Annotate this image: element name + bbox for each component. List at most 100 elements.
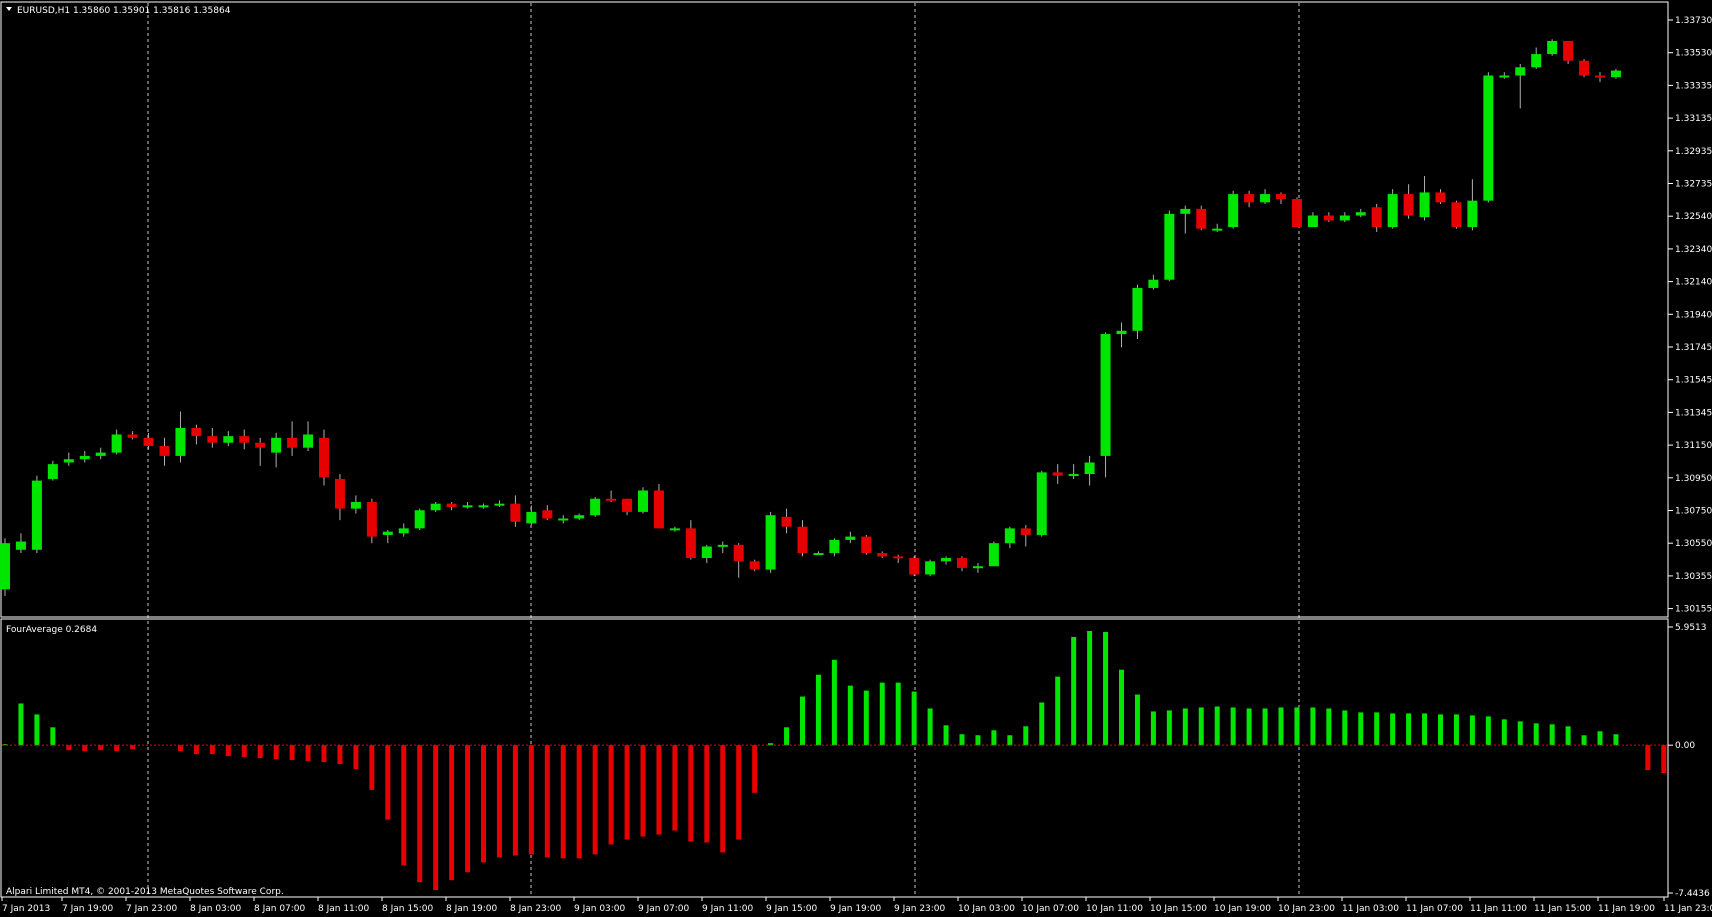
candle-body — [1531, 54, 1542, 68]
histogram-bar — [1039, 702, 1045, 746]
histogram-bar — [114, 745, 120, 752]
candle-body — [478, 505, 489, 508]
candle-body — [972, 566, 983, 569]
price-tick-label: 1.33335 — [1675, 81, 1712, 91]
candle-body — [1244, 194, 1255, 203]
histogram-bar — [401, 745, 407, 866]
price-tick-label: 1.32540 — [1675, 212, 1712, 222]
histogram-bar — [1119, 669, 1124, 746]
time-tick-label: 10 Jan 11:00 — [1086, 904, 1143, 914]
histogram-bar — [1613, 734, 1619, 746]
histogram-bar — [1294, 707, 1300, 746]
histogram-bar — [449, 745, 455, 881]
candle-body — [1403, 194, 1414, 216]
candle-body — [350, 502, 361, 509]
histogram-bar — [353, 745, 359, 770]
candle-body — [255, 442, 266, 448]
candle-body — [510, 503, 521, 522]
time-tick-label: 8 Jan 19:00 — [446, 904, 498, 914]
histogram-bar — [1182, 708, 1188, 746]
histogram-bar — [1150, 711, 1156, 746]
candle-body — [1291, 199, 1302, 228]
histogram-bar — [847, 685, 853, 746]
histogram-bar — [991, 730, 997, 746]
price-tick-label: 1.33730 — [1675, 16, 1712, 26]
time-tick-label: 11 Jan 15:00 — [1534, 904, 1591, 914]
histogram-bar — [1007, 735, 1013, 746]
histogram-bar — [1549, 724, 1555, 746]
candle-body — [175, 427, 186, 456]
candle-body — [1483, 75, 1494, 201]
candle-body — [446, 503, 457, 507]
histogram-bar — [417, 745, 423, 883]
candle-body — [1276, 194, 1286, 200]
candle-body — [223, 436, 234, 443]
candle-body — [717, 544, 728, 547]
price-tick-label: 1.32340 — [1675, 245, 1712, 255]
histogram-bar — [975, 735, 981, 746]
price-tick-label: 1.30750 — [1675, 507, 1712, 517]
candle-body — [31, 480, 42, 550]
histogram-bar — [50, 727, 56, 746]
histogram-bar — [512, 745, 518, 856]
candle-body — [1052, 472, 1063, 476]
histogram-bar — [1358, 712, 1364, 746]
histogram-bar — [34, 714, 40, 746]
histogram-bar — [241, 745, 247, 758]
candle-body — [1036, 472, 1047, 535]
histogram-bar — [1071, 636, 1077, 746]
menu-triangle-icon[interactable] — [6, 7, 12, 11]
histogram-bar — [433, 745, 439, 891]
candle-body — [95, 452, 106, 456]
histogram-bar — [879, 682, 885, 746]
candle-body — [1579, 60, 1590, 76]
price-tick-label: 1.31150 — [1675, 441, 1712, 451]
price-tick-label: 1.30950 — [1675, 474, 1712, 484]
candle-body — [893, 556, 904, 559]
candle-body — [861, 536, 872, 554]
histogram-bar — [1166, 710, 1172, 746]
histogram-bar — [369, 745, 375, 790]
candle-body — [558, 518, 569, 521]
time-tick-label: 8 Jan 23:00 — [510, 904, 562, 914]
candle-body — [287, 437, 298, 448]
price-tick-label: 1.30155 — [1675, 605, 1712, 615]
histogram-bar — [592, 745, 598, 855]
time-tick-label: 9 Jan 03:00 — [574, 904, 626, 914]
price-tick-label: 1.31940 — [1675, 310, 1712, 320]
candle-body — [1212, 228, 1223, 231]
candle-body — [414, 510, 425, 529]
chart-frame — [0, 1, 1669, 898]
histogram-bar — [385, 745, 391, 820]
histogram-bar — [82, 745, 88, 752]
histogram-bar — [1661, 745, 1667, 773]
histogram-bar — [927, 708, 933, 746]
price-tick-label: 1.31745 — [1675, 343, 1712, 353]
candle-body — [239, 436, 250, 443]
histogram-bar — [1310, 707, 1316, 746]
price-panel-border — [0, 1, 1669, 618]
candle-body — [845, 536, 856, 540]
histogram-bar — [895, 682, 901, 746]
candle-body — [1387, 194, 1398, 228]
histogram-bar — [560, 745, 566, 859]
time-tick-label: 8 Jan 07:00 — [254, 904, 306, 914]
histogram-bar — [720, 745, 726, 853]
candle-body — [988, 543, 999, 567]
candle-body — [1164, 213, 1175, 280]
time-tick-label: 8 Jan 11:00 — [318, 904, 370, 914]
candle-body — [271, 437, 282, 453]
candle-body — [79, 455, 90, 460]
candle-body — [941, 558, 952, 562]
candle-body — [1515, 67, 1526, 76]
histogram-bar — [1390, 713, 1396, 746]
candle-body — [1467, 200, 1478, 228]
candle-body — [191, 427, 202, 437]
histogram-bar — [1581, 735, 1587, 746]
candle-body — [1323, 215, 1334, 221]
candle-body — [366, 502, 377, 537]
histogram-bar — [177, 745, 183, 752]
candle-body — [1148, 279, 1159, 288]
candle-body — [382, 531, 393, 535]
